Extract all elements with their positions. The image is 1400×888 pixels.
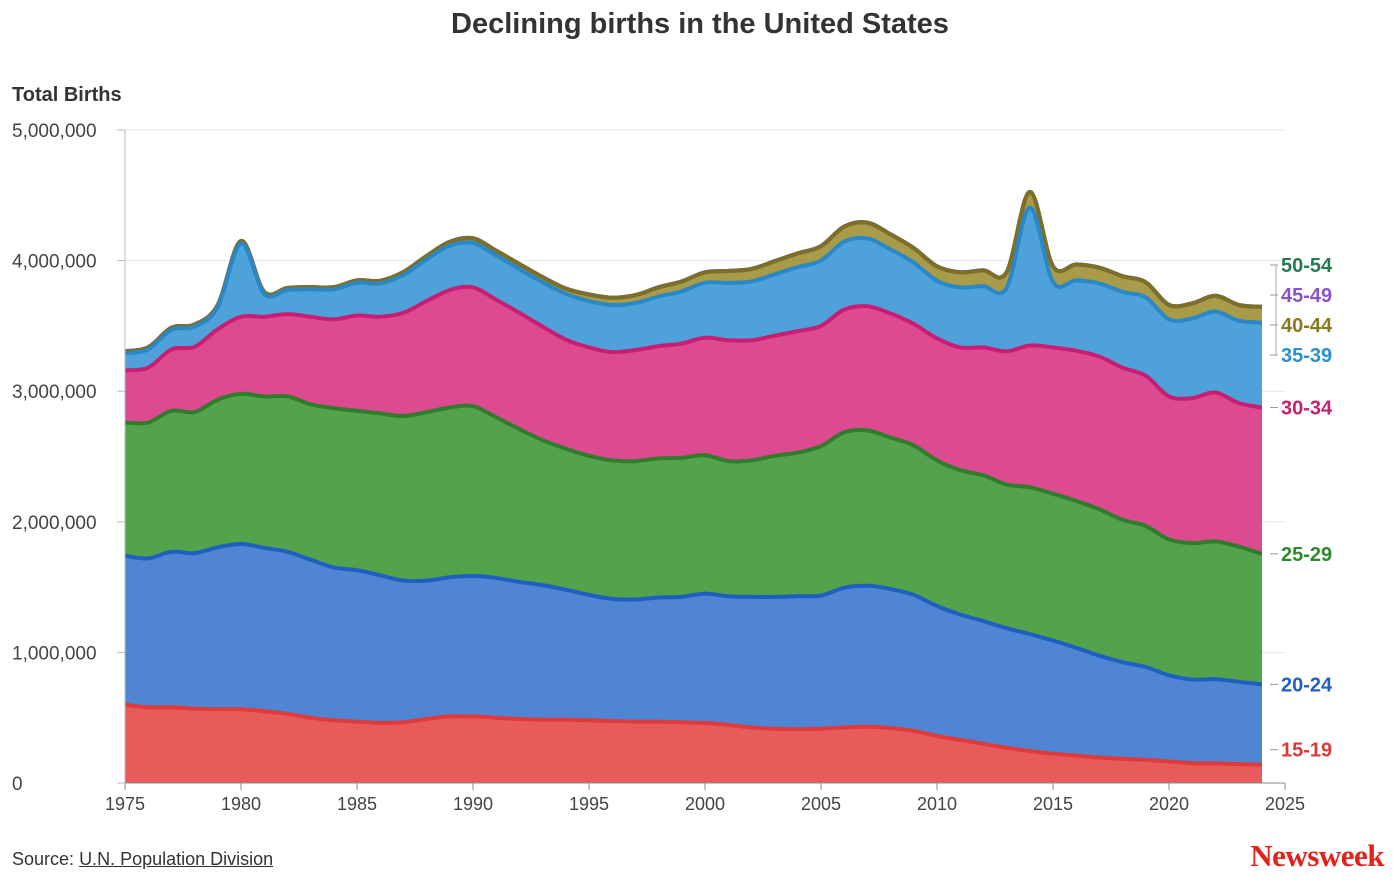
series-label-45-49: 45-49 xyxy=(1281,285,1332,307)
newsweek-logo: Newsweek xyxy=(1250,838,1384,873)
axes: 0 1,000,000 2,000,000 3,000,000 4,000,000 5,0… xyxy=(12,121,1305,814)
label-bracket xyxy=(1272,264,1277,356)
series-label-20-24: 20-24 xyxy=(1281,674,1333,696)
area-line-25-29 xyxy=(124,391,1263,556)
series-labels: 15-19 20-24 25-29 30-34 35-39 40-44 45-49 50-54 xyxy=(1270,255,1333,762)
area-line-40-44 xyxy=(124,189,1263,354)
x-tick-label: 1995 xyxy=(569,794,609,814)
area-series xyxy=(124,189,1263,784)
x-tick-label: 2015 xyxy=(1033,794,1073,814)
x-tick-label: 1975 xyxy=(105,794,145,814)
x-tick-label: 2005 xyxy=(801,794,841,814)
series-label-30-34: 30-34 xyxy=(1281,398,1333,420)
area-line-20-24 xyxy=(124,541,1263,687)
area-line-35-39 xyxy=(124,205,1262,356)
x-tick-label: 2020 xyxy=(1149,794,1189,814)
x-tick-label: 1980 xyxy=(221,794,261,814)
y-axis-label: Total Births xyxy=(12,84,122,106)
x-tick-label: 1985 xyxy=(337,794,377,814)
y-tick-label: 1,000,000 xyxy=(12,643,97,664)
y-tick-label: 2,000,000 xyxy=(12,513,97,534)
source-label: Source: xyxy=(12,849,75,869)
series-label-25-29: 25-29 xyxy=(1281,544,1332,566)
x-tick-label: 2010 xyxy=(917,794,957,814)
x-tick-label: 2025 xyxy=(1265,794,1305,814)
series-label-40-44: 40-44 xyxy=(1281,315,1333,337)
series-label-15-19: 15-19 xyxy=(1281,740,1332,762)
series-label-35-39: 35-39 xyxy=(1281,345,1332,367)
area-line-15-19 xyxy=(124,702,1262,767)
y-tick-label: 0 xyxy=(12,774,23,795)
area-15-19 xyxy=(125,704,1262,783)
y-tick-label: 5,000,000 xyxy=(12,121,97,142)
source-link[interactable]: U.N. Population Division xyxy=(79,849,274,869)
y-tick-label: 3,000,000 xyxy=(12,382,97,403)
area-line-30-34 xyxy=(124,284,1263,410)
x-tick-label: 2000 xyxy=(685,794,725,814)
source-note: Source: U.N. Population Division xyxy=(12,849,273,870)
series-label-50-54: 50-54 xyxy=(1281,255,1333,277)
y-tick-label: 4,000,000 xyxy=(12,252,97,273)
x-tick-label: 1990 xyxy=(453,794,493,814)
chart-title: Declining births in the United States xyxy=(451,8,949,40)
